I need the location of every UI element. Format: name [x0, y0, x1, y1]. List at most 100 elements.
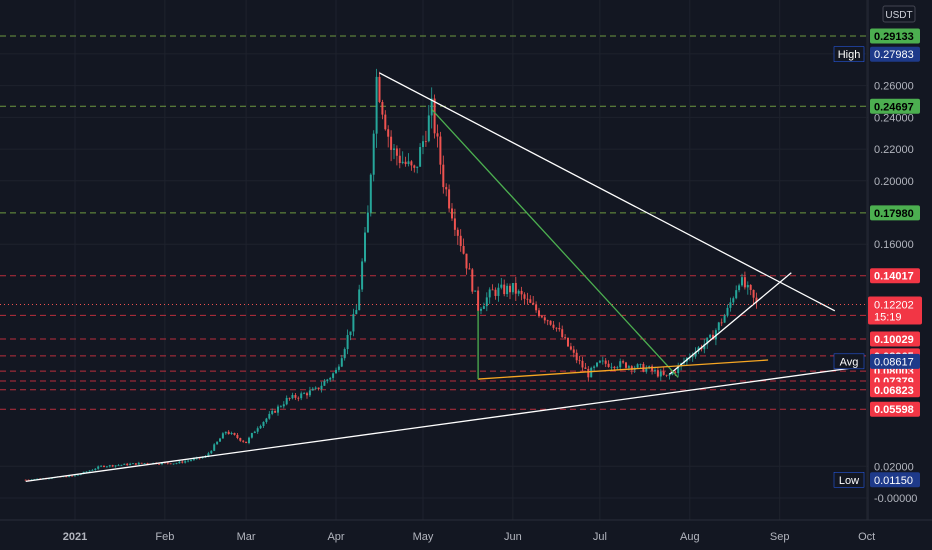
candle-body[interactable]: [352, 314, 355, 332]
candle-body[interactable]: [129, 463, 132, 466]
candle-body[interactable]: [567, 337, 569, 347]
candle-body[interactable]: [227, 431, 230, 435]
candle-body[interactable]: [378, 76, 381, 102]
trendline[interactable]: [669, 272, 792, 375]
candle-body[interactable]: [523, 294, 526, 299]
candle-body[interactable]: [91, 469, 94, 471]
candle-body[interactable]: [497, 287, 500, 296]
candle-body[interactable]: [651, 366, 654, 371]
candle-body[interactable]: [337, 366, 340, 370]
candle-body[interactable]: [346, 335, 349, 350]
candle-body[interactable]: [253, 431, 256, 434]
candle-body[interactable]: [158, 463, 161, 465]
candle-body[interactable]: [361, 261, 364, 290]
candle-body[interactable]: [413, 165, 416, 168]
candle-body[interactable]: [271, 410, 274, 414]
candle-body[interactable]: [120, 464, 123, 466]
candle-body[interactable]: [398, 155, 401, 163]
candle-body[interactable]: [277, 406, 279, 413]
candle-body[interactable]: [306, 393, 308, 396]
candle-body[interactable]: [552, 324, 555, 328]
candle-body[interactable]: [137, 462, 140, 465]
candle-body[interactable]: [578, 360, 581, 362]
candle-body[interactable]: [355, 310, 358, 315]
candle-body[interactable]: [590, 367, 593, 378]
candle-body[interactable]: [366, 212, 369, 233]
candle-body[interactable]: [726, 307, 729, 316]
candle-body[interactable]: [314, 387, 317, 389]
candle-body[interactable]: [265, 418, 268, 422]
candle-body[interactable]: [596, 362, 598, 367]
candle-body[interactable]: [65, 476, 68, 478]
candle-body[interactable]: [343, 349, 346, 359]
candle-body[interactable]: [671, 372, 674, 375]
candle-body[interactable]: [88, 470, 91, 472]
candle-body[interactable]: [71, 475, 74, 477]
candle-body[interactable]: [625, 362, 627, 368]
candle-body[interactable]: [384, 114, 387, 130]
candle-body[interactable]: [604, 360, 607, 364]
candle-body[interactable]: [143, 463, 146, 464]
candle-body[interactable]: [256, 428, 259, 432]
candle-body[interactable]: [369, 174, 372, 213]
candle-body[interactable]: [723, 315, 726, 323]
candle-body[interactable]: [381, 101, 384, 115]
candle-body[interactable]: [181, 461, 184, 463]
candle-body[interactable]: [601, 360, 604, 362]
candle-body[interactable]: [491, 289, 494, 291]
candle-body[interactable]: [598, 360, 601, 363]
candle-body[interactable]: [656, 370, 659, 377]
candle-body[interactable]: [474, 290, 477, 292]
trendline[interactable]: [478, 359, 769, 380]
candle-body[interactable]: [279, 406, 282, 408]
candle-body[interactable]: [166, 462, 169, 464]
candle-body[interactable]: [395, 148, 398, 156]
candle-body[interactable]: [94, 468, 97, 470]
candle-body[interactable]: [259, 426, 262, 429]
candle-body[interactable]: [230, 433, 233, 435]
candle-body[interactable]: [494, 289, 497, 296]
candle-body[interactable]: [584, 367, 587, 369]
candle-body[interactable]: [76, 474, 79, 476]
trendline[interactable]: [379, 72, 836, 312]
candle-body[interactable]: [184, 461, 187, 463]
candle-body[interactable]: [442, 164, 445, 188]
candle-body[interactable]: [105, 466, 108, 468]
candle-body[interactable]: [630, 366, 633, 370]
candle-body[interactable]: [190, 460, 192, 461]
candle-body[interactable]: [540, 316, 543, 318]
candle-body[interactable]: [410, 161, 413, 166]
candle-body[interactable]: [187, 460, 190, 462]
candle-body[interactable]: [213, 444, 216, 451]
candle-body[interactable]: [332, 373, 335, 378]
candle-body[interactable]: [390, 136, 393, 150]
candle-body[interactable]: [619, 361, 622, 368]
candle-body[interactable]: [607, 363, 610, 367]
candle-body[interactable]: [294, 394, 297, 398]
candle-body[interactable]: [511, 282, 514, 293]
candle-body[interactable]: [456, 229, 459, 236]
candle-body[interactable]: [192, 458, 195, 461]
candle-body[interactable]: [100, 465, 103, 467]
candle-body[interactable]: [465, 253, 468, 269]
candle-body[interactable]: [178, 461, 181, 464]
candle-body[interactable]: [320, 385, 323, 390]
candle-body[interactable]: [364, 232, 366, 262]
candle-body[interactable]: [532, 302, 535, 305]
candle-body[interactable]: [407, 161, 410, 165]
candle-body[interactable]: [752, 289, 755, 298]
candle-body[interactable]: [419, 147, 422, 167]
candle-body[interactable]: [36, 478, 39, 480]
candle-body[interactable]: [593, 366, 596, 368]
candle-body[interactable]: [543, 317, 546, 321]
candle-body[interactable]: [480, 308, 482, 311]
candle-body[interactable]: [85, 471, 88, 473]
candle-body[interactable]: [677, 366, 680, 374]
candle-body[interactable]: [453, 218, 456, 230]
candle-body[interactable]: [535, 304, 538, 311]
candle-body[interactable]: [416, 166, 419, 168]
candle-body[interactable]: [520, 290, 523, 295]
candle-body[interactable]: [291, 394, 294, 399]
candle-body[interactable]: [175, 463, 178, 465]
